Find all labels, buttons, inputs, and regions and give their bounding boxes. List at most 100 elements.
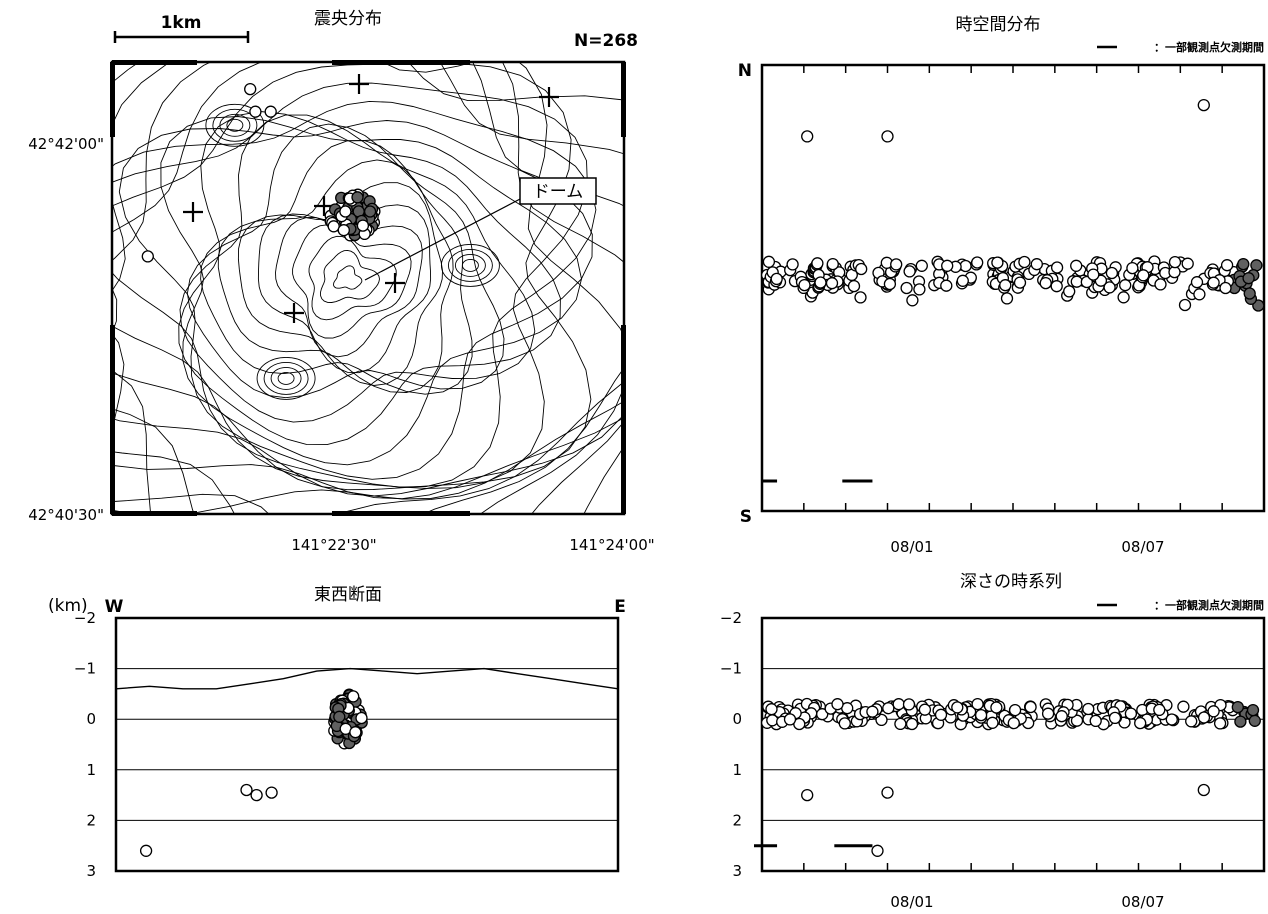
depth-tick-labels: −2 −1 0 1 2 3 [74,609,96,880]
contour-line [217,159,454,393]
space-time-event [1190,276,1204,289]
station-marker [539,87,559,107]
depth-series-event [1213,717,1227,730]
space-time-event [959,259,972,273]
contour-line [454,253,486,277]
ew-section-frame [114,616,620,873]
depth-tick-label: −2 [720,609,742,627]
depth-series-event [801,788,814,802]
contour-line [226,118,244,132]
contour-line [277,371,295,385]
contour-line [219,113,251,137]
space-time-event [762,255,776,268]
epicenter-event [337,224,350,237]
contour-line [263,361,309,395]
depth-series-event [882,702,895,715]
space-time-event [1181,257,1194,270]
depth-tick-label: 2 [732,811,742,829]
space-time-event [798,278,811,292]
ew-section-event [349,726,362,739]
space-time-event [900,281,913,295]
space-time-event [999,279,1012,292]
depth-series-event [1185,715,1198,728]
depth-series-event [971,697,984,711]
depth-series-event [871,844,884,857]
scale-bar: 1km [113,13,250,43]
space-time-event [1126,261,1139,275]
space-time-event [1018,255,1031,269]
ew-section-event [265,786,278,799]
depth-series-event [765,703,778,716]
depth-series-event [866,705,879,718]
depth-series-event [1246,703,1260,717]
depth-series-event [831,698,844,711]
depth-series-event [1197,711,1211,724]
ew-section-panel: 東西断面 (km) W E −2 −1 0 1 2 3 [48,585,626,880]
space-time-event [1000,292,1014,305]
space-time-event [903,265,916,278]
depth-series-event [918,703,932,716]
space-time-event [1070,275,1083,288]
depth-series-event [1165,713,1178,726]
depth-series-event [838,717,851,730]
depth-series-event [1231,700,1244,714]
contour-line [292,224,412,339]
contour-line [320,249,380,303]
epicenter-event [244,82,257,96]
space-time-event [1050,261,1064,274]
space-time-event [991,256,1004,269]
space-time-event [770,272,783,286]
depth-series-event [1177,700,1190,713]
contour-line [179,114,536,423]
depth-series-event [1089,714,1102,728]
depth-series-event [1082,702,1095,716]
space-time-event [906,294,919,307]
depth-series-legend: ：一部観測点欠測期間 [1154,598,1264,612]
space-time-event [1237,257,1250,271]
depth-tick-label: 3 [732,862,742,880]
depth-series-event [1041,707,1055,720]
south-label: S [740,507,752,527]
depth-tick-label: −1 [720,660,742,678]
space-time-event [1137,269,1150,282]
contour-line [186,123,505,399]
west-label: W [105,597,124,617]
depth-series-event [905,717,919,731]
contour-line [447,248,493,282]
space-time-event [786,258,799,271]
space-time-event [1242,272,1255,285]
space-time-event [1013,276,1027,289]
contour-line [112,62,624,500]
contour-line [270,366,302,390]
space-time-event [1220,259,1234,272]
space-time-event [890,258,903,271]
space-time-event [1219,281,1232,295]
space-time-event [854,291,867,304]
depth-series-event [1055,710,1068,723]
space-time-event [1117,291,1130,304]
contour-line [112,82,588,489]
space-time-event [940,279,953,292]
contour-line [205,103,265,147]
space-time-event [811,257,824,270]
contour-line [212,108,258,142]
epicenter-event [351,191,364,204]
space-time-event [1063,285,1076,298]
space-time-event [801,130,814,143]
dome-label: ドーム [533,182,584,202]
ew-section-title: 東西断面 [314,585,382,605]
depth-tick-label: 2 [86,811,96,829]
space-time-event [1178,298,1192,312]
station-marker [284,303,304,323]
depth-series-event [892,698,905,711]
lon-tick-label: 141°22'30" [291,536,376,554]
contour-line [112,100,597,488]
lat-tick-label: 42°42'00" [28,135,104,153]
epicenter-event [141,250,154,263]
depth-series-event [974,708,988,722]
date-tick-label: 08/07 [1121,893,1164,911]
topographic-contours [112,62,624,514]
space-time-panel: 時空間分布 ：一部観測点欠測期間 N S 08/01 08/07 [738,15,1266,556]
depth-series-event [1207,705,1220,718]
